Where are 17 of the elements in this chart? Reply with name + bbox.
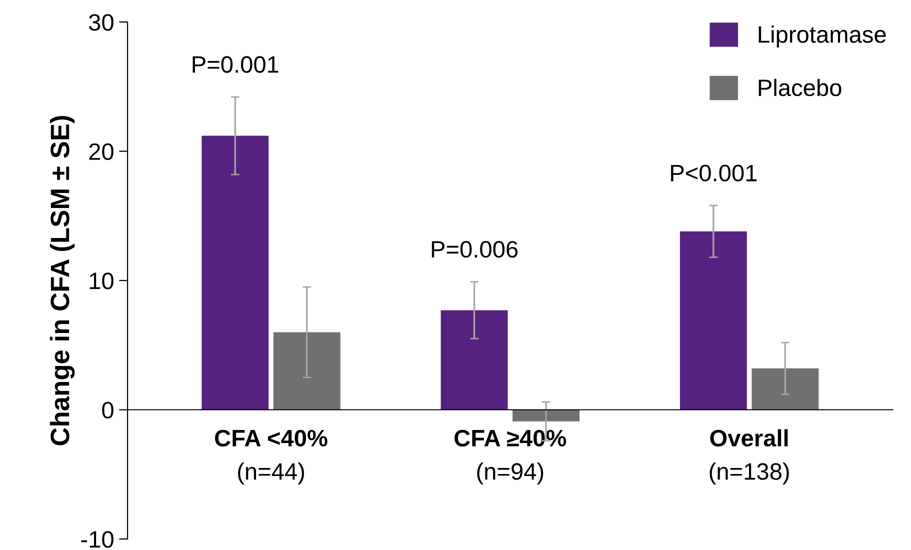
y-tick-label: 0 xyxy=(102,402,114,419)
x-tick-label: CFA <40% xyxy=(215,430,328,447)
annotation: P=0.006 xyxy=(432,240,518,258)
y-tick-label: -10 xyxy=(81,531,114,548)
y-tick-label: 30 xyxy=(88,14,114,31)
legend-label: Liprotamase xyxy=(758,26,886,48)
annotation: (n=94) xyxy=(477,462,544,485)
annotation: P<0.001 xyxy=(671,164,757,182)
annotation: (n=138) xyxy=(710,462,789,485)
y-axis-title: Change in CFA (LSM ± SE) xyxy=(50,116,75,446)
legend-label: Placebo xyxy=(758,78,842,96)
annotation: (n=44) xyxy=(238,462,304,485)
x-tick-label: CFA ≥40% xyxy=(454,430,566,447)
x-tick-label: Overall xyxy=(710,429,788,447)
y-tick-label: 20 xyxy=(89,143,114,160)
annotation: P=0.001 xyxy=(192,56,278,73)
y-tick-label: 10 xyxy=(90,272,114,290)
